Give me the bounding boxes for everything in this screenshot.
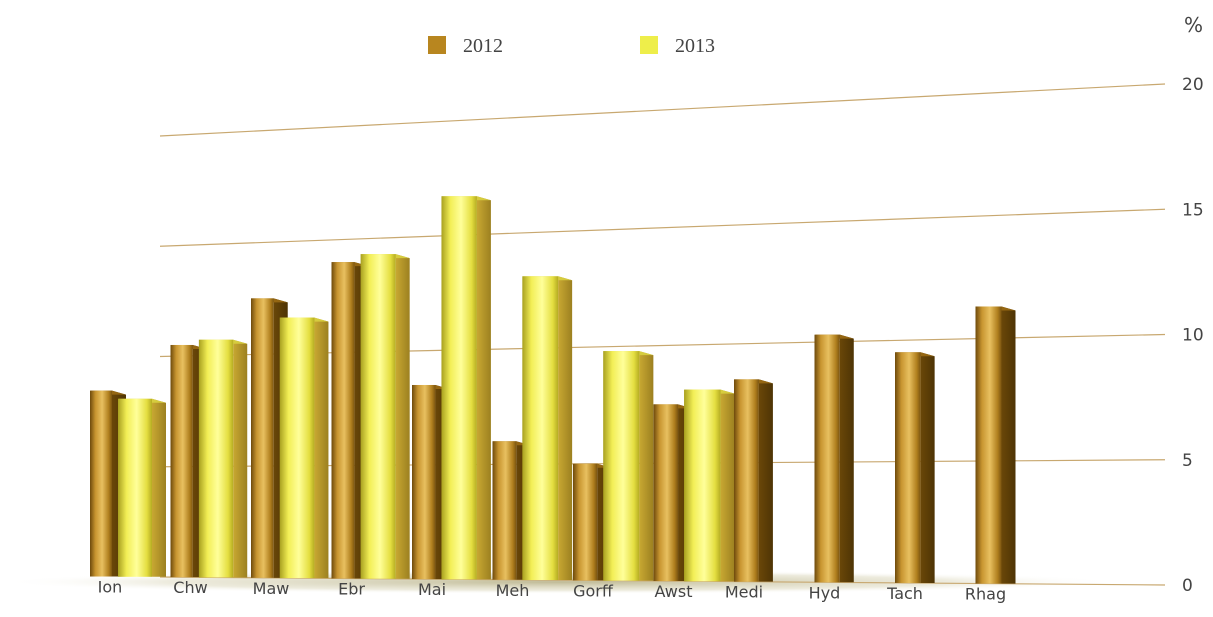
gridline-15 — [159, 208, 1166, 247]
x-tick-label: Hyd — [809, 583, 841, 602]
x-tick-label: Mai — [418, 580, 446, 599]
x-tick-label: Meh — [496, 581, 530, 600]
x-tick-label: Rhag — [965, 585, 1006, 604]
bar-2013-Mai — [441, 196, 491, 580]
legend-label-2012: 2012 — [463, 35, 503, 57]
bar-2013-Meh — [522, 276, 573, 581]
y-tick-label: 0 — [1182, 576, 1193, 596]
x-tick-label: Tach — [886, 584, 923, 603]
bar-2012-Tach — [895, 352, 935, 583]
bar-2012-Rhag — [975, 306, 1016, 584]
x-tick-label: Gorff — [573, 581, 614, 600]
bar-2012-Hyd — [814, 334, 854, 583]
x-tick-label: Chw — [173, 578, 207, 597]
bar-2013-Awst — [684, 389, 735, 582]
x-tick-label: Awst — [655, 582, 693, 601]
bar-2013-Ion — [118, 398, 166, 577]
bar-2013-Chw — [198, 339, 248, 578]
y-tick-label: 20 — [1182, 75, 1204, 95]
bar-2013-Ebr — [360, 254, 410, 579]
bar-2013-Gorff — [603, 351, 654, 581]
y-tick-label: 10 — [1182, 326, 1204, 346]
x-tick-label: Medi — [725, 583, 763, 602]
y-unit-label: % — [1184, 13, 1203, 37]
x-tick-label: Ion — [98, 578, 123, 597]
y-tick-labels: 0 5 10 15 20 — [1182, 75, 1204, 596]
x-tick-label: Ebr — [338, 580, 365, 599]
y-tick-label: 5 — [1182, 451, 1193, 471]
legend-swatch-2013 — [640, 36, 658, 54]
x-tick-label: Maw — [253, 579, 290, 598]
legend-label-2013: 2013 — [675, 35, 715, 57]
bar-2013-Maw — [279, 317, 329, 579]
legend-swatch-2012 — [428, 36, 446, 54]
legend: 2012 2013 — [428, 35, 715, 57]
category-labels: Ion Chw Maw Ebr Mai Meh Gorff Awst Medi Hyd Tach Rh… — [98, 578, 1006, 604]
y-tick-label: 15 — [1182, 200, 1204, 220]
gridline-20 — [159, 83, 1166, 137]
bars — [90, 196, 1016, 584]
bar-2012-Medi — [734, 379, 773, 582]
